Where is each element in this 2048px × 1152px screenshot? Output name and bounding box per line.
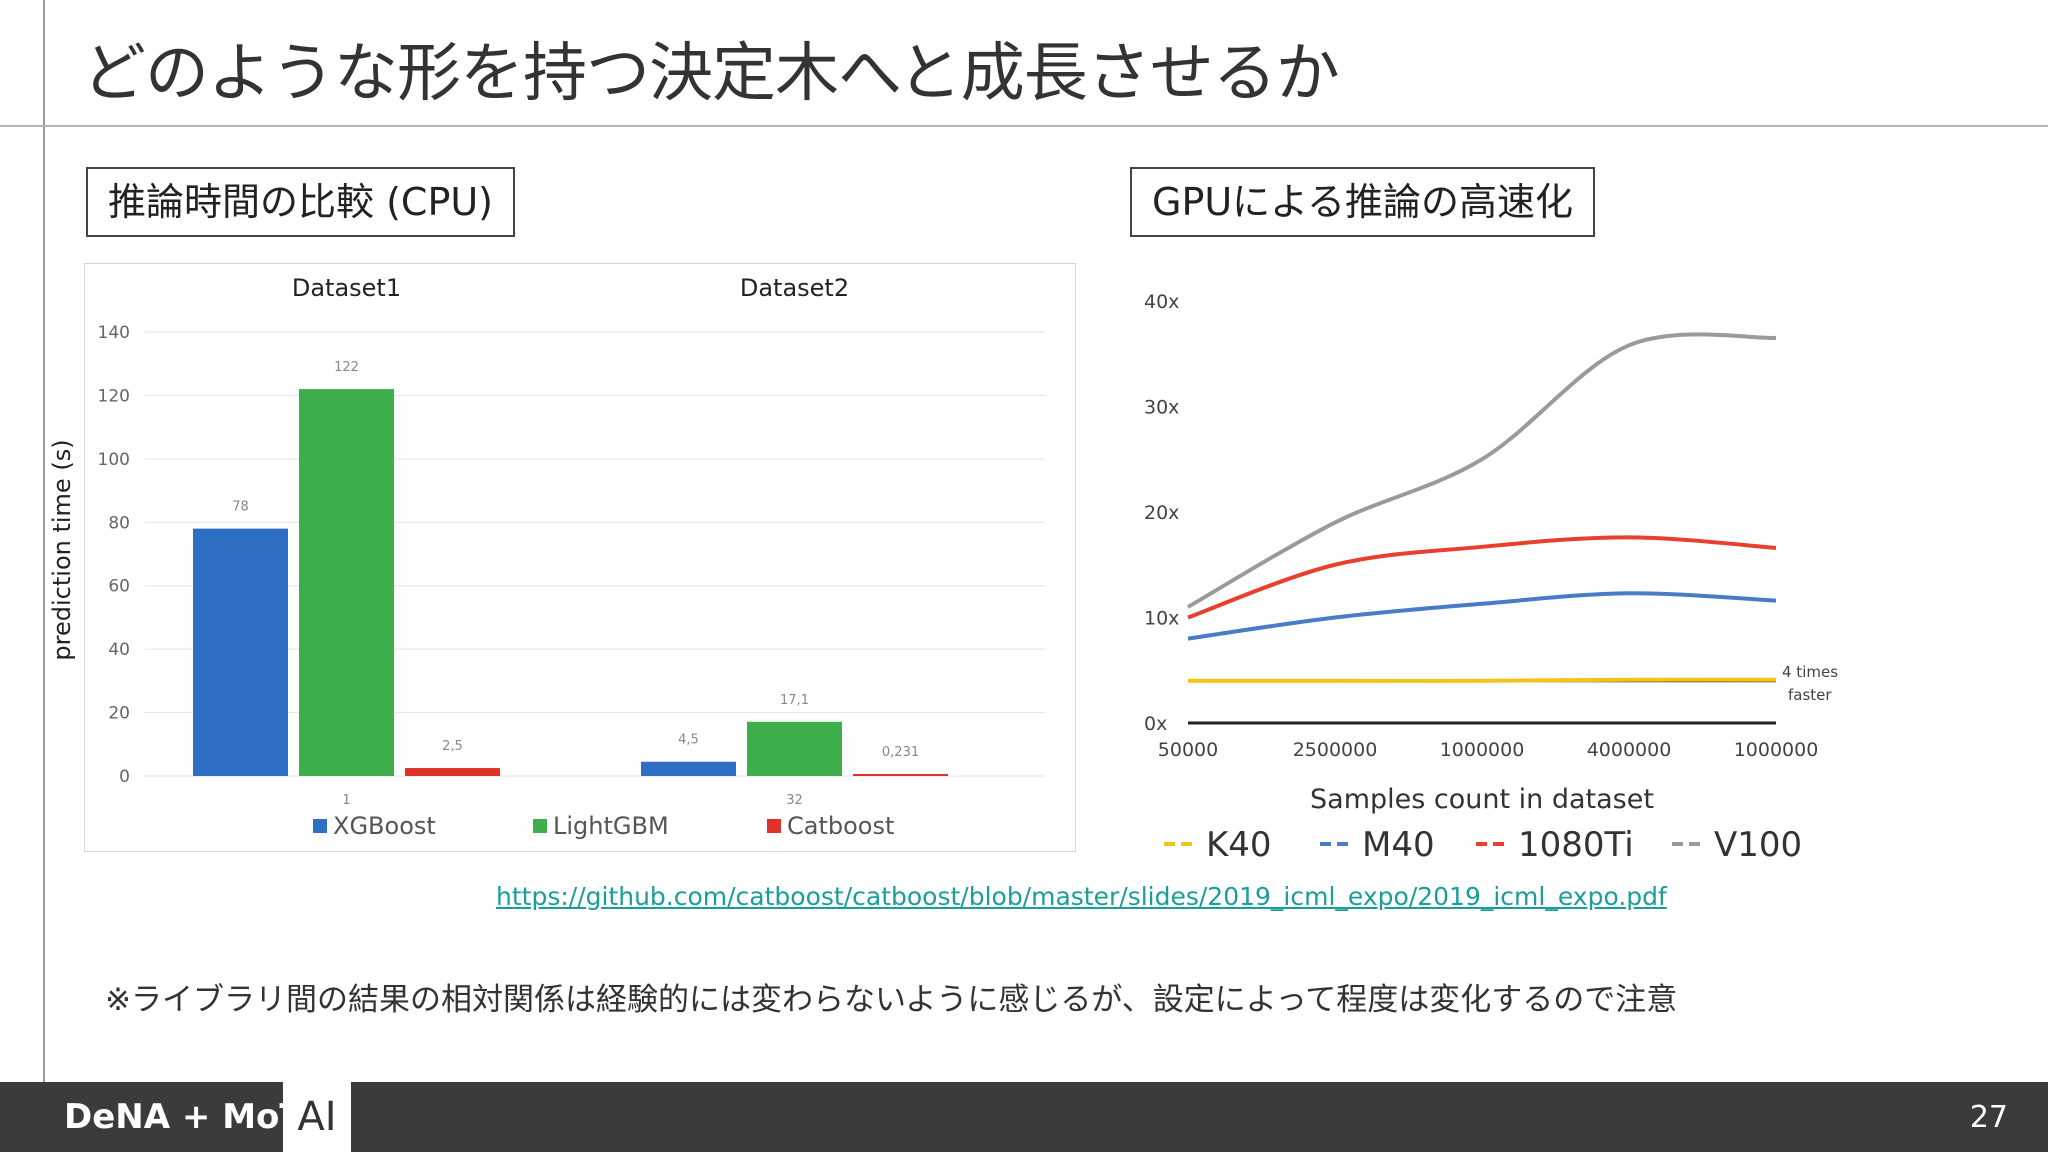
legend-label-1080ti: 1080Ti xyxy=(1518,825,1634,863)
series-line-m40 xyxy=(1187,591,1777,641)
x-axis-title: Samples count in dataset xyxy=(1310,784,1654,815)
line-chart-svg: 0x 10x 20x 30x 40x 50000 2500000 1000000 4000000… xyxy=(1144,291,1838,865)
gpu-line-chart: 0x 10x 20x 30x 40x 50000 2500000 1000000 4000000… xyxy=(1120,263,1860,865)
legend-label-k40: K40 xyxy=(1206,825,1272,863)
bar-chart-ylabel: prediction time (s) xyxy=(48,439,76,661)
y-tick-label: 40x xyxy=(1144,291,1179,313)
y-tick-label: 60 xyxy=(108,577,130,597)
data-label: 17,1 xyxy=(780,693,809,708)
left-vertical-rule xyxy=(43,0,45,1082)
bar-xgboost-dataset1 xyxy=(193,528,288,776)
ai-logo: AI xyxy=(283,1082,351,1152)
source-link[interactable]: https://github.com/catboost/catboost/blo… xyxy=(496,882,1667,911)
legend-swatch-xgboost xyxy=(313,819,327,833)
footnote: ※ライブラリ間の結果の相対関係は経験的には変わらないように感じるが、設定によって… xyxy=(105,982,1678,1018)
data-label: 4,5 xyxy=(678,733,699,748)
annotation-line2: faster xyxy=(1788,686,1832,704)
group-title: Dataset1 xyxy=(292,274,401,302)
x-tick-label: 50000 xyxy=(1158,739,1218,761)
title-underline xyxy=(0,125,2048,127)
x-tick-label: 4000000 xyxy=(1587,739,1672,761)
series-line-v100 xyxy=(1187,332,1777,609)
slide-title: どのような形を持つ決定木へと成長させるか xyxy=(82,37,1340,111)
y-tick-label: 80 xyxy=(108,513,130,533)
legend-label-m40: M40 xyxy=(1362,825,1435,863)
bar-chart-svg: 0 20 40 60 80 100 120 140 Dataset1 1 78 122 2,5 Datas… xyxy=(98,274,1045,840)
bar-catboost-dataset1 xyxy=(405,768,500,776)
y-tick-label: 20 xyxy=(108,704,130,724)
y-tick-label: 140 xyxy=(98,323,130,343)
legend-label-lightgbm: LightGBM xyxy=(553,812,669,840)
bar-xgboost-dataset2 xyxy=(641,761,736,776)
legend-swatch-catboost xyxy=(767,819,781,833)
y-tick-label: 10x xyxy=(1144,608,1179,630)
x-tick-label: 2500000 xyxy=(1293,739,1378,761)
bar-catboost-dataset2 xyxy=(853,774,948,776)
legend-label-v100: V100 xyxy=(1714,825,1802,863)
data-label: 122 xyxy=(334,360,359,375)
group-sublabel: 1 xyxy=(342,793,350,808)
gpu-speedup-label: GPUによる推論の高速化 xyxy=(1130,167,1596,237)
group-sublabel: 32 xyxy=(786,793,803,808)
data-label: 2,5 xyxy=(442,739,463,754)
data-label: 0,231 xyxy=(882,745,919,760)
x-tick-label: 1000000 xyxy=(1734,739,1819,761)
y-tick-label: 0 xyxy=(119,767,130,787)
data-label: 78 xyxy=(232,500,249,515)
y-tick-label: 20x xyxy=(1144,502,1179,524)
legend-label-catboost: Catboost xyxy=(787,812,894,840)
page-number: 27 xyxy=(1969,1100,2008,1135)
group-title: Dataset2 xyxy=(740,274,849,302)
x-tick-label: 1000000 xyxy=(1440,739,1525,761)
legend-label-xgboost: XGBoost xyxy=(333,812,436,840)
brand-logo: DeNA + MoT xyxy=(64,1097,303,1137)
bar-lightgbm-dataset1 xyxy=(299,389,394,776)
y-tick-label: 40 xyxy=(108,640,130,660)
y-tick-label: 0x xyxy=(1144,713,1167,735)
annotation-line1: 4 times xyxy=(1782,663,1838,681)
y-tick-label: 120 xyxy=(98,386,130,406)
y-tick-label: 100 xyxy=(98,450,130,470)
cpu-bar-chart: 0 20 40 60 80 100 120 140 Dataset1 1 78 122 2,5 Datas… xyxy=(84,263,1076,852)
bar-lightgbm-dataset2 xyxy=(747,721,842,776)
cpu-inference-label: 推論時間の比較 (CPU) xyxy=(86,167,515,237)
series-line-k40 xyxy=(1188,677,1777,683)
y-tick-label: 30x xyxy=(1144,397,1179,419)
series-line-1080ti xyxy=(1187,535,1777,620)
legend-swatch-lightgbm xyxy=(533,819,547,833)
